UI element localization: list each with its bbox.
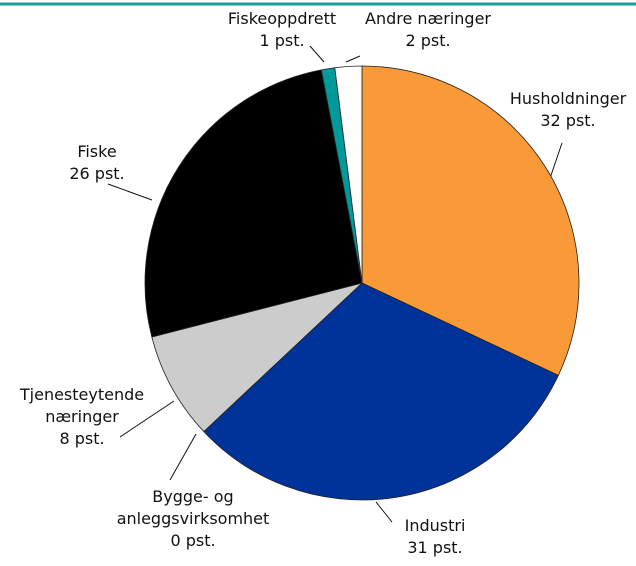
leader-lines [107, 45, 563, 523]
slice-label: Bygge- og anleggsvirksomhet 0 pst. [88, 486, 298, 552]
slice-label: Industri 31 pst. [375, 515, 495, 559]
pie-slice [144, 69, 363, 338]
category-label: Industri [404, 516, 466, 535]
leader-line [119, 400, 175, 438]
value-label: 2 pst. [405, 31, 451, 50]
pie-slice [151, 282, 363, 433]
category-label: Husholdninger [509, 89, 627, 108]
value-label: 32 pst. [540, 111, 596, 130]
pie-slice [203, 282, 559, 501]
pie-slice [334, 65, 363, 284]
value-label: 31 pst. [407, 538, 463, 557]
category-label: Fiskeoppdrett [227, 9, 337, 28]
leader-line [107, 183, 153, 201]
slice-label: Husholdninger 32 pst. [468, 88, 636, 132]
category-label: Fiske [77, 142, 117, 161]
value-label: 8 pst. [59, 429, 105, 448]
leader-line [345, 55, 361, 63]
value-label: 1 pst. [259, 31, 305, 50]
value-label: 0 pst. [170, 531, 216, 550]
slice-label: Fiske 26 pst. [37, 141, 157, 185]
category-label: Bygge- og anleggsvirksomhet [116, 487, 270, 528]
leader-line [375, 501, 393, 523]
leader-line [169, 433, 197, 481]
slice-label: Fiskeoppdrett 1 pst. [202, 8, 362, 52]
slice-label: Andre næringer 2 pst. [348, 8, 508, 52]
slice-label: Tjenesteytende næringer 8 pst. [7, 384, 157, 450]
value-label: 26 pst. [69, 164, 125, 183]
category-label: Andre næringer [365, 9, 491, 28]
leader-line [309, 45, 325, 63]
pie-slice [361, 65, 580, 376]
category-label: Tjenesteytende næringer [19, 385, 145, 426]
